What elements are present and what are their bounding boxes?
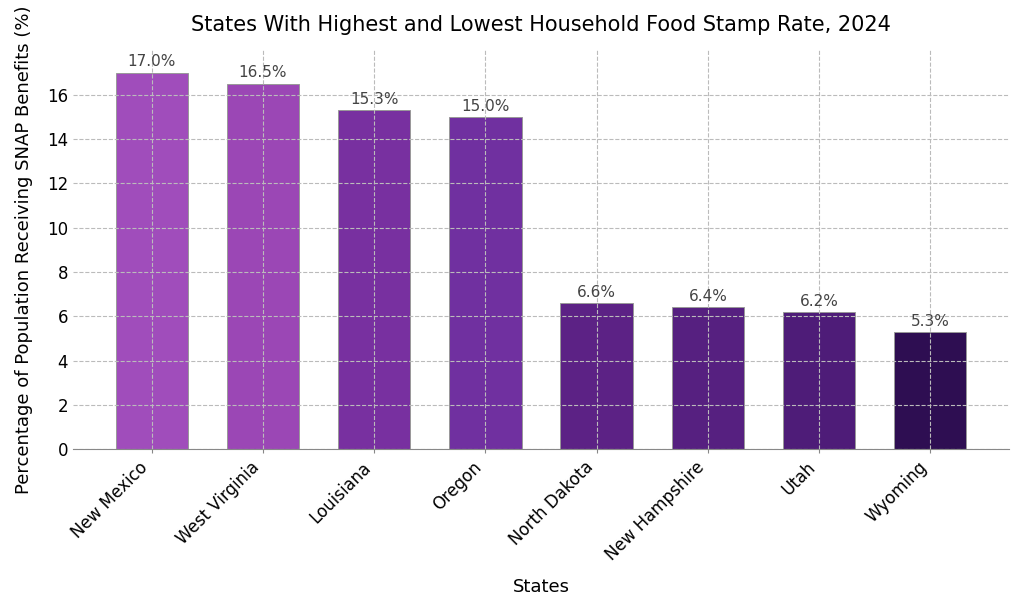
Text: 6.4%: 6.4% [688, 289, 727, 304]
Bar [894, 332, 967, 449]
Bar [783, 312, 855, 449]
Bar [226, 84, 299, 449]
Text: 16.5%: 16.5% [239, 65, 287, 81]
Bar [116, 73, 187, 449]
Bar [560, 303, 633, 449]
Text: 6.6%: 6.6% [578, 285, 616, 300]
Bar [450, 117, 521, 449]
Bar [672, 307, 744, 449]
Text: 17.0%: 17.0% [128, 54, 176, 69]
Text: 5.3%: 5.3% [911, 313, 949, 329]
Title: States With Highest and Lowest Household Food Stamp Rate, 2024: States With Highest and Lowest Household… [191, 15, 891, 35]
Text: 15.0%: 15.0% [461, 98, 510, 114]
Text: 6.2%: 6.2% [800, 293, 839, 309]
Text: 15.3%: 15.3% [350, 92, 398, 107]
X-axis label: States: States [512, 578, 569, 596]
Y-axis label: Percentage of Population Receiving SNAP Benefits (%): Percentage of Population Receiving SNAP … [15, 5, 33, 494]
Bar [338, 110, 411, 449]
